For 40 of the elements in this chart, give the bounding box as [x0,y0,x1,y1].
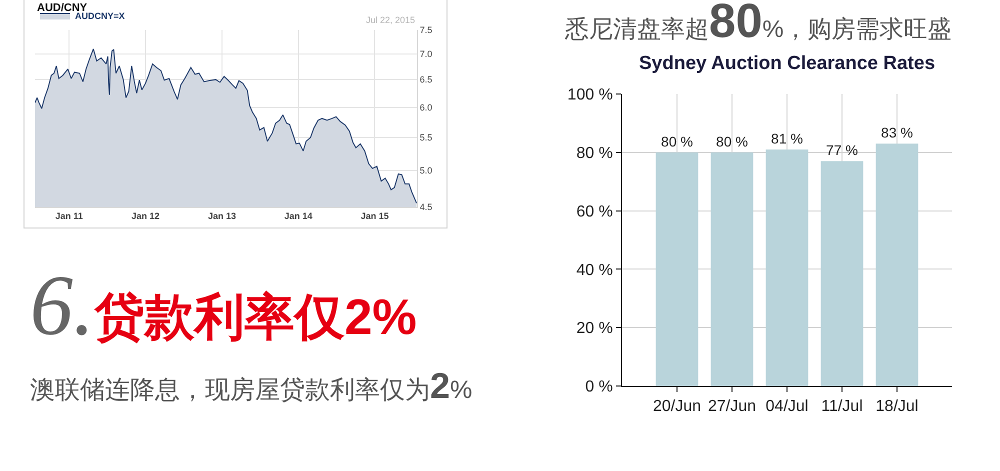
data-label: 81 % [771,130,803,146]
bar [876,144,918,386]
y-tick-label: 80 % [576,145,613,162]
y-tick-label: 7.5 [420,25,432,36]
text: Jul 22, 2015 [366,15,416,25]
x-tick-label: Jan 11 [55,210,83,221]
data-label: 80 % [661,133,693,150]
y-tick-label: 6.5 [420,74,432,85]
y-tick-label: 20 % [576,320,613,338]
x-tick-label: 11/Jul [821,398,863,416]
chart-title: Sydney Auction Clearance Rates [639,53,936,74]
y-tick-label: 5.0 [420,166,432,176]
y-tick-label: 100 % [567,86,613,104]
y-tick-label: 6.0 [420,102,432,112]
x-tick-label: 18/Jul [876,398,918,416]
y-tick-label: 7.0 [420,49,432,60]
legend-label: AUDCNY=X [75,11,125,22]
bar [710,152,754,386]
x-tick-label: Jan 15 [360,210,389,221]
data-label: 77 % [826,142,858,158]
chart-title: AUD/CNY [37,2,88,14]
x-tick-label: Jan 14 [284,210,312,221]
bar [766,149,808,386]
y-tick-label: 5.5 [420,132,432,143]
x-tick-label: 04/Jul [766,398,808,416]
x-tick-label: Jan 13 [208,210,236,221]
data-label: 80 % [716,133,748,150]
data-label: 83 % [881,124,913,141]
x-tick-label: 20/Jun [652,398,702,416]
x-tick-label: 27/Jun [708,398,756,416]
y-tick-label: 60 % [576,203,613,220]
y-tick-label: 40 % [576,262,613,279]
bar [656,152,698,386]
bar [820,161,864,386]
x-tick-label: Jan 12 [131,210,160,221]
text: 6.贷款利率仅2% [30,257,417,353]
y-tick-label: 4.5 [420,202,432,212]
text: 悉尼清盘率超80%，购房需求旺盛 [564,0,952,48]
text: 澳联储连降息，现房屋贷款利率仅为2% [30,365,472,406]
y-tick-label: 0 % [585,378,613,396]
